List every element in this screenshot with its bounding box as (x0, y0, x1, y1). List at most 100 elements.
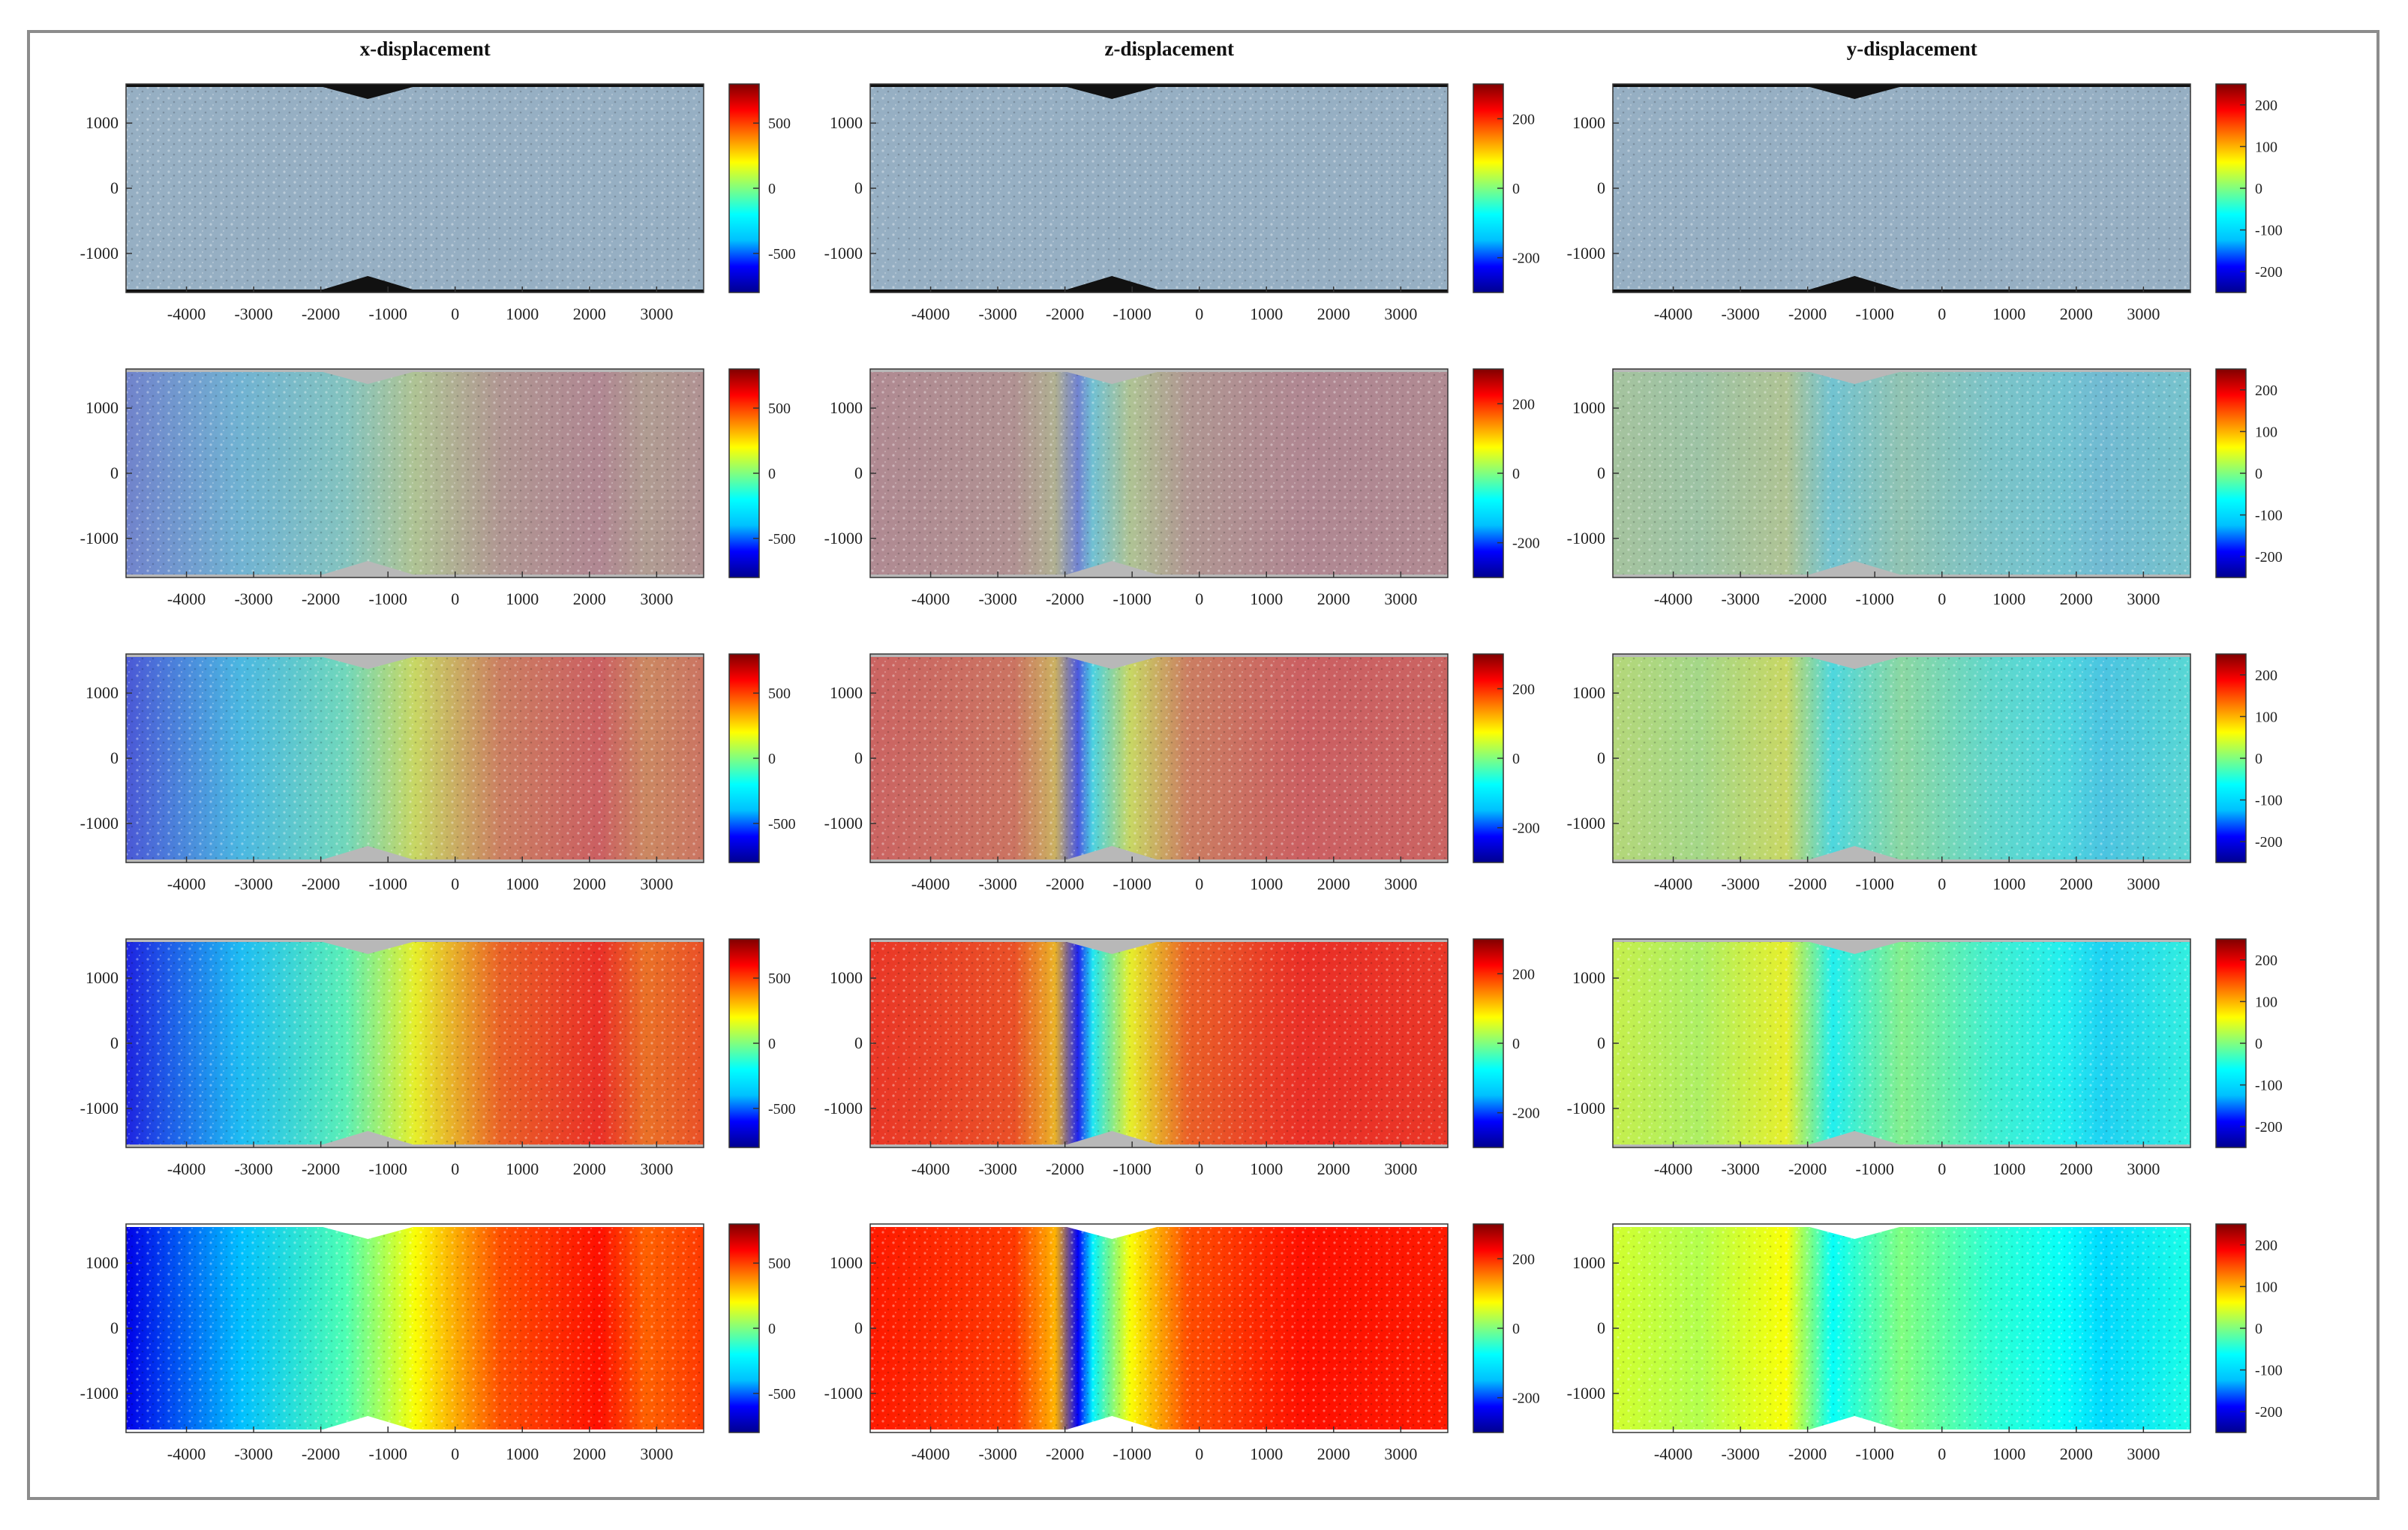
y-tick-label: 0 (1597, 748, 1605, 767)
x-tick-label: -3000 (978, 1444, 1016, 1463)
x-tick-label: -1000 (1856, 304, 1894, 323)
colorbar-tick-label: 200 (1512, 681, 1535, 698)
speckle-texture (1613, 372, 2190, 574)
speckle-texture (870, 87, 1448, 290)
x-tick-label: -2000 (1046, 1160, 1084, 1178)
x-tick-label: 2000 (1317, 874, 1350, 893)
x-tick-label: 1000 (1992, 590, 2025, 608)
colorbar-tick-label: 200 (1512, 966, 1535, 982)
panel-x-displacement-3: 1000 0 -1000 -4000 -3000 -2000 -1000 0 1000 2000 3… (80, 653, 796, 893)
x-tick-label: -2000 (302, 1444, 340, 1463)
y-tick-label: 1000 (1572, 113, 1605, 132)
figure-frame: x-displacement 1000 0 -1000 -4000 -3000 -2000-… (27, 30, 2379, 1500)
x-tick-label: -1000 (369, 590, 407, 608)
colorbar-tick-label: 0 (1512, 1321, 1520, 1337)
x-tick-label: -2000 (1788, 1160, 1827, 1178)
x-tick-label: -2000 (1046, 1444, 1084, 1463)
y-tick-label: 0 (1597, 178, 1605, 197)
x-tick-label: 3000 (1384, 1444, 1417, 1463)
y-tick-label: -1000 (80, 244, 119, 262)
colorbar-tick-label: -200 (1512, 250, 1540, 267)
x-tick-label: -4000 (1654, 874, 1692, 893)
x-tick-label: 0 (1938, 590, 1946, 608)
x-tick-label: 1000 (506, 590, 539, 608)
colorbar-tick-label: 0 (2255, 466, 2262, 482)
x-tick-label: -2000 (302, 590, 340, 608)
colorbar-tick-label: 500 (768, 400, 791, 417)
y-tick-label: -1000 (1567, 1384, 1605, 1402)
x-tick-label: 1000 (506, 1444, 539, 1463)
y-tick-label: -1000 (824, 1384, 863, 1402)
x-tick-label: 0 (1195, 1444, 1203, 1463)
y-tick-label: 1000 (86, 1253, 119, 1272)
x-tick-label: 3000 (640, 874, 673, 893)
colorbar-tick-label: 0 (1512, 751, 1520, 767)
colorbar-tick-label: 0 (2255, 1321, 2262, 1337)
y-tick-label: 0 (1597, 464, 1605, 482)
x-tick-label: 2000 (573, 1160, 606, 1178)
speckle-texture (1613, 657, 2190, 860)
x-tick-label: -3000 (978, 874, 1016, 893)
x-tick-label: -4000 (911, 590, 950, 608)
y-tick-label: 1000 (86, 683, 119, 702)
x-tick-label: -3000 (1721, 1160, 1759, 1178)
x-tick-label: 2000 (1317, 1160, 1350, 1178)
x-tick-label: -2000 (302, 304, 340, 323)
y-tick-label: 1000 (830, 113, 863, 132)
y-tick-label: -1000 (80, 1099, 119, 1118)
x-tick-label: -1000 (1113, 874, 1151, 893)
colorbar-tick-label: 200 (1512, 396, 1535, 412)
x-tick-label: -1000 (1113, 304, 1151, 323)
x-tick-label: -4000 (1654, 1160, 1692, 1178)
colorbar-tick-label: -200 (2255, 834, 2283, 850)
y-tick-label: 1000 (86, 398, 119, 417)
x-tick-label: 0 (1938, 874, 1946, 893)
x-tick-label: 1000 (1250, 590, 1283, 608)
x-tick-label: 0 (1195, 590, 1203, 608)
x-tick-label: -1000 (369, 1160, 407, 1178)
y-tick-label: 1000 (86, 968, 119, 987)
x-tick-label: 3000 (640, 304, 673, 323)
y-tick-label: 0 (854, 464, 863, 482)
x-tick-label: 0 (1195, 304, 1203, 323)
x-tick-label: 2000 (2060, 874, 2093, 893)
column-title: y-displacement (1847, 38, 1977, 60)
colorbar-tick-label: 500 (768, 686, 791, 702)
y-tick-label: -1000 (824, 244, 863, 262)
x-tick-label: 1000 (1992, 1444, 2025, 1463)
y-tick-label: 1000 (86, 113, 119, 132)
colorbar-tick-label: -500 (768, 1101, 796, 1118)
x-tick-label: -2000 (1046, 874, 1084, 893)
y-tick-label: -1000 (1567, 814, 1605, 832)
y-tick-label: -1000 (1567, 244, 1605, 262)
colorbar-tick-label: 0 (2255, 751, 2262, 767)
colorbar-tick-label: 200 (2255, 952, 2277, 969)
colorbar-tick-label: -500 (768, 246, 796, 262)
panel-x-displacement-1: 1000 0 -1000 -4000 -3000 -2000 -1000 0 1000 2000 3… (80, 83, 796, 323)
panel-x-displacement-5: 1000 0 -1000 -4000 -3000 -2000 -1000 0 1000 2000 3… (80, 1223, 796, 1463)
y-tick-label: 0 (854, 748, 863, 767)
x-tick-label: 2000 (573, 590, 606, 608)
x-tick-label: -3000 (978, 1160, 1016, 1178)
colorbar (2215, 368, 2247, 578)
x-tick-label: -3000 (234, 304, 272, 323)
x-tick-label: 1000 (1250, 304, 1283, 323)
x-tick-label: -4000 (167, 304, 206, 323)
x-tick-label: 3000 (640, 1160, 673, 1178)
x-tick-label: -3000 (978, 304, 1016, 323)
x-tick-label: -2000 (1046, 304, 1084, 323)
colorbar-tick-label: -200 (2255, 549, 2283, 566)
colorbar-tick-label: 200 (2255, 98, 2277, 114)
y-tick-label: 1000 (830, 1253, 863, 1272)
y-tick-label: -1000 (824, 1099, 863, 1118)
colorbar-tick-label: -100 (2255, 1078, 2283, 1094)
x-tick-label: 3000 (1384, 590, 1417, 608)
colorbar-tick-label: 500 (768, 116, 791, 132)
x-tick-label: 3000 (2127, 304, 2160, 323)
y-tick-label: 0 (854, 1318, 863, 1337)
